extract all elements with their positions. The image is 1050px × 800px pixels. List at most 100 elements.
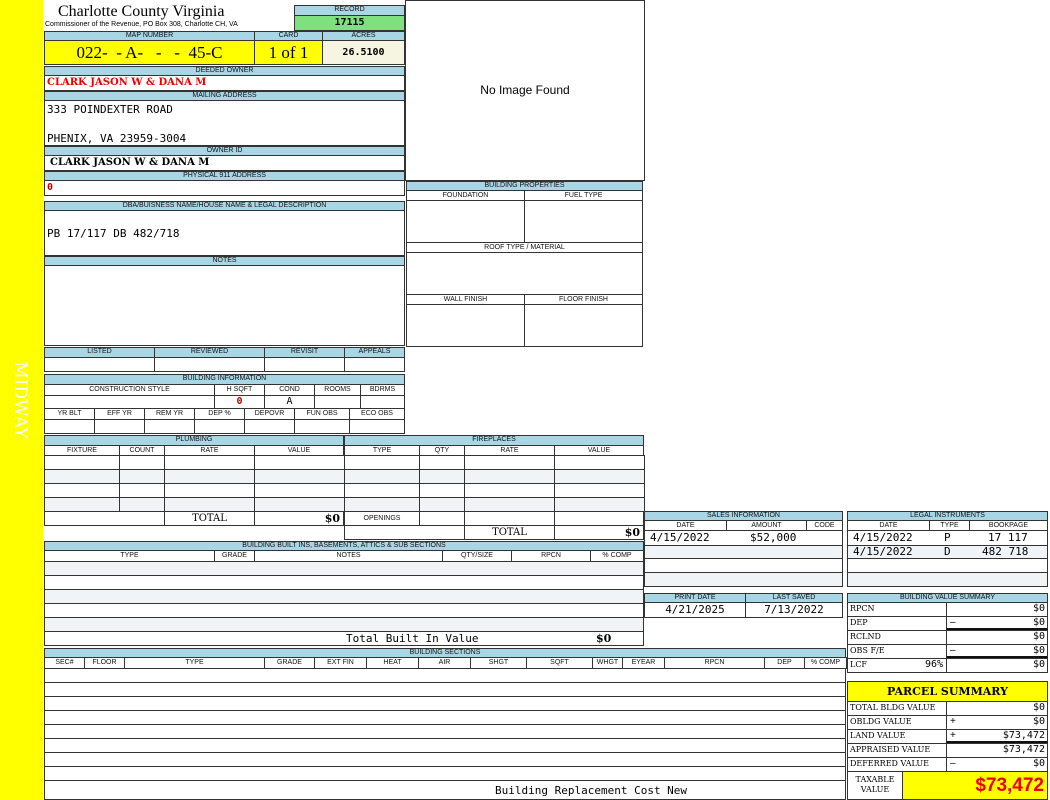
building-section-row — [45, 753, 845, 767]
depovr-value — [244, 419, 295, 434]
builtins-rows — [44, 561, 644, 632]
building-section-row — [45, 739, 845, 753]
card-value: 1 of 1 — [254, 40, 323, 65]
bvs-value: $0 — [1032, 645, 1045, 656]
fireplace-row-cell — [554, 455, 645, 470]
instrument-row — [847, 572, 1048, 587]
instrument-row[interactable]: 4/15/2022 P 17 117 — [847, 530, 1048, 546]
fireplace-row-cell — [419, 469, 465, 484]
parcel-value: $73,472 — [1002, 730, 1045, 741]
rooms-value — [314, 395, 361, 409]
bvs-operator: – — [950, 645, 956, 656]
fireplace-row-cell — [344, 469, 420, 484]
plumbing-row-cell — [119, 455, 165, 470]
plumbing-row-cell — [44, 483, 120, 498]
building-section-row — [45, 767, 845, 781]
fireplace-row-cell — [419, 455, 465, 470]
eco-obs-value — [349, 419, 405, 434]
record-value: 17115 — [294, 15, 405, 31]
page-title: Charlotte County Virginia — [58, 3, 225, 20]
parcel-label: TOTAL BLDG VALUE — [847, 701, 947, 716]
last-saved-value: 7/13/2022 — [745, 602, 843, 618]
parcel-value: $73,472 — [1002, 744, 1045, 755]
fireplace-row-cell — [419, 497, 465, 512]
fireplaces-openings-label: OPENINGS — [344, 511, 420, 526]
legal-description-value: PB 17/117 DB 482/718 — [44, 210, 405, 256]
deeded-owner-value: CLARK JASON W & DANA M — [44, 75, 405, 91]
parcel-label: DEFERRED VALUE — [847, 757, 947, 772]
rem-yr-value — [144, 419, 195, 434]
fireplace-row-cell — [464, 483, 555, 498]
taxable-value: $73,472 — [902, 771, 1048, 800]
fireplaces-total-label: TOTAL — [464, 525, 555, 540]
hsqft-value: 0 — [214, 395, 265, 409]
parcel-label: OBLDG VALUE — [847, 715, 947, 730]
sales-row — [644, 545, 843, 559]
builtins-row — [44, 603, 644, 618]
bvs-operator: – — [950, 617, 956, 628]
fireplaces-openings-rate — [464, 511, 555, 526]
parcel-summary-rows: TOTAL BLDG VALUE $0 OBLDG VALUE + $0 LAND VAL… — [847, 701, 1048, 772]
fireplaces-openings-qty — [419, 511, 465, 526]
bvs-lcf-pct: 96% — [924, 659, 943, 670]
parcel-summary-title: PARCEL SUMMARY — [847, 681, 1048, 702]
page-subtitle: Commissioner of the Revenue, PO Box 308,… — [45, 21, 238, 28]
parcel-operator: – — [950, 758, 956, 769]
parcel-operator: + — [950, 716, 956, 727]
district-label: MIDWAY — [10, 361, 30, 439]
instrument-row — [847, 558, 1048, 573]
bvs-value-cell — [946, 658, 1048, 673]
parcel-value-cell — [946, 729, 1048, 744]
fireplaces-rows — [344, 455, 645, 512]
bdrms-value — [360, 395, 405, 409]
builtins-row — [44, 617, 644, 632]
bvs-rows: RPCN $0 DEP – $0 RCLND $0 OBS F/E – $0 LCF 96% $0 — [847, 602, 1048, 673]
wall-finish-value — [406, 304, 525, 347]
plumbing-row-cell — [44, 469, 120, 484]
owner-id-value: CLARK JASON W & DANA M — [44, 155, 405, 171]
instrument-date: 4/15/2022 — [853, 531, 913, 544]
sales-row[interactable]: 4/15/2022 $52,000 — [644, 530, 843, 546]
bvs-label: RCLND — [847, 630, 947, 645]
roof-type-value — [406, 252, 643, 295]
fireplaces-total-value: $0 — [554, 525, 644, 540]
mailing-line-2: PHENIX, VA 23959-3004 — [47, 132, 187, 145]
fireplace-row-cell — [464, 455, 555, 470]
plumbing-total-value: $0 — [254, 511, 344, 526]
map-number-value: 022- - A- - - 45-C — [44, 40, 255, 65]
builtins-row — [44, 575, 644, 590]
building-section-row — [45, 711, 845, 725]
reviewed-value — [154, 357, 265, 372]
eff-yr-value — [94, 419, 145, 434]
fun-obs-value — [294, 419, 350, 434]
dep-pct-value — [194, 419, 245, 434]
instrument-row[interactable]: 4/15/2022 D 482 718 — [847, 545, 1048, 559]
builtins-total-row: Total Built In Value $0 — [44, 631, 644, 646]
notes-field — [44, 265, 405, 346]
parcel-value: $0 — [1032, 758, 1045, 769]
plumbing-row-cell — [254, 483, 345, 498]
building-section-row — [45, 683, 845, 697]
bvs-value-cell — [946, 644, 1048, 659]
plumbing-total-label: TOTAL — [164, 511, 255, 526]
fireplace-row-cell — [464, 497, 555, 512]
acres-value: 26.5100 — [322, 40, 405, 65]
bvs-value: $0 — [1032, 617, 1045, 628]
listed-value — [44, 357, 155, 372]
fireplace-row-cell — [554, 497, 645, 512]
building-section-row — [45, 669, 845, 683]
no-image-text: No Image Found — [480, 83, 570, 97]
bvs-value-cell — [946, 616, 1048, 631]
bvs-value: $0 — [1032, 631, 1045, 642]
building-section-row — [45, 725, 845, 739]
fireplace-row-cell — [419, 483, 465, 498]
instrument-bookpage: 17 117 — [988, 531, 1028, 544]
parcel-value: $0 — [1032, 702, 1045, 713]
bvs-value: $0 — [1032, 659, 1045, 670]
plumbing-row-cell — [44, 455, 120, 470]
parcel-value: $0 — [1032, 716, 1045, 727]
parcel-label: LAND VALUE — [847, 729, 947, 744]
builtins-total-value: $0 — [596, 632, 612, 645]
property-image: No Image Found — [405, 0, 645, 181]
plumbing-rows — [44, 455, 345, 512]
